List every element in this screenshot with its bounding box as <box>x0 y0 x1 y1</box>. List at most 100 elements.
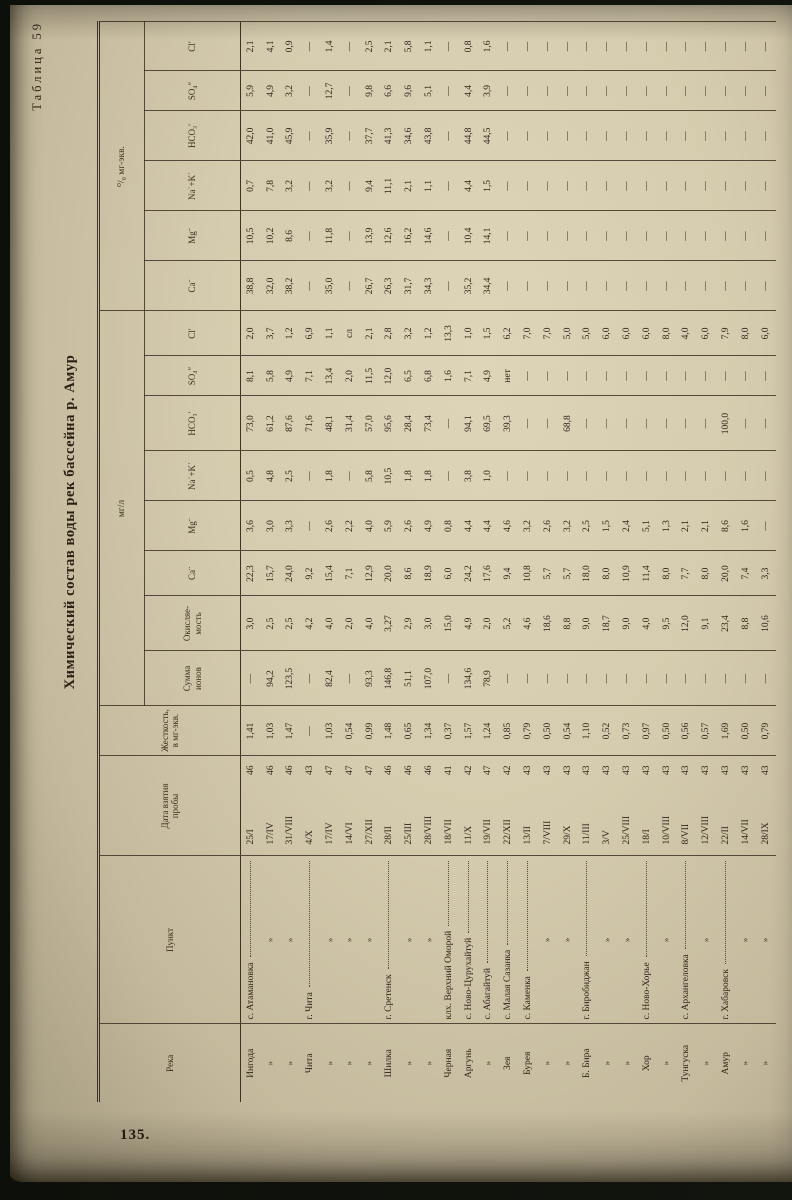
cell-pct-5: — <box>498 21 519 71</box>
cell-mgl-3: 95,6 <box>379 396 400 451</box>
cell-oxidizability: 3,27 <box>379 596 400 651</box>
cell-river: » <box>617 1024 637 1102</box>
cell-mgl-5: 4,0 <box>676 310 697 356</box>
cell-pct-1: 14,6 <box>419 210 439 261</box>
cell-mgl-1: 4,4 <box>478 501 499 551</box>
cell-pct-2: — <box>755 160 776 211</box>
cell-pct-3: 35,9 <box>320 110 340 161</box>
cell-pct-5: 5,8 <box>399 21 420 71</box>
cell-pct-4: — <box>577 70 598 111</box>
cell-pct-1: — <box>716 210 736 261</box>
table-row: »» 17/IV 47 1,03 82,4 4,0 15,4 2,6 1,8 48,1 13,4 1,… <box>320 21 340 1102</box>
cell-pct-2: — <box>617 160 637 211</box>
cell-pct-4: 4,9 <box>260 70 281 111</box>
cell-pct-3: 34,6 <box>399 110 420 161</box>
cell-sum-ions: 134,6 <box>458 651 479 706</box>
cell-hardness: 0,50 <box>656 706 677 756</box>
cell-oxidizability: 9,0 <box>617 596 637 651</box>
cell-point: » <box>280 856 301 1024</box>
cell-point: » <box>359 856 380 1024</box>
cell-sum-ions: — <box>656 651 677 706</box>
cell-mgl-1: 4,9 <box>419 501 439 551</box>
cell-pct-1: — <box>755 210 776 261</box>
cell-mgl-1: 3,6 <box>240 501 261 551</box>
cell-oxidizability: 4,2 <box>300 596 321 651</box>
cell-pct-4: — <box>597 70 618 111</box>
cell-mgl-2: — <box>656 451 677 501</box>
cell-sum-ions: 93,3 <box>359 651 380 706</box>
cell-pct-5: — <box>636 21 657 71</box>
cell-mgl-5: 6,0 <box>696 310 717 356</box>
cell-pct-0: — <box>557 260 578 311</box>
cell-oxidizability: 9,0 <box>577 596 598 651</box>
cell-pct-0: 38,2 <box>280 260 301 311</box>
cell-river: » <box>419 1024 439 1102</box>
cell-mgl-5: 1,5 <box>478 310 499 356</box>
cell-pct-3: — <box>636 110 657 161</box>
cell-point: » <box>755 856 776 1024</box>
cell-sum-ions: 78,9 <box>478 651 499 706</box>
table-title: Химический состав воды рек бассейна р. А… <box>62 354 78 690</box>
cell-pct-4: — <box>438 70 459 111</box>
cell-date: 19/VII 47 <box>478 756 499 856</box>
cell-oxidizability: 4,6 <box>518 596 538 651</box>
col-header-river: Река <box>98 1024 241 1102</box>
cell-date: 25/VIII 43 <box>617 756 637 856</box>
cell-point: » <box>557 856 578 1024</box>
cell-mgl-2: 1,8 <box>399 451 420 501</box>
cell-mgl-1: 8,6 <box>716 501 736 551</box>
cell-hardness: 0,79 <box>518 706 538 756</box>
cell-mgl-1: 2,6 <box>537 501 558 551</box>
cell-mgl-5: 6,0 <box>636 310 657 356</box>
cell-mgl-3: 48,1 <box>320 396 340 451</box>
cell-pct-3: 43,8 <box>419 110 439 161</box>
cell-pct-2: — <box>498 160 519 211</box>
cell-mgl-1: — <box>755 501 776 551</box>
table-row: Хор с. Ново-Хорье 18/I 43 0,97—4,0 11,4 5,1— — —… <box>636 21 657 1102</box>
cell-pct-2: — <box>735 160 756 211</box>
cell-sum-ions: — <box>716 651 736 706</box>
cell-pct-0: 26,7 <box>359 260 380 311</box>
cell-date: 28/II 46 <box>379 756 400 856</box>
cell-mgl-4: — <box>518 356 538 396</box>
cell-oxidizability: 8,8 <box>735 596 756 651</box>
cell-date: 18/VII 41 <box>438 756 459 856</box>
cell-river: Шилка <box>379 1024 400 1102</box>
cell-pct-0: 31,7 <box>399 260 420 311</box>
cell-mgl-3: — <box>676 396 697 451</box>
cell-pct-5: 2,1 <box>240 21 261 71</box>
cell-pct-4: — <box>617 70 637 111</box>
cell-pct-0: — <box>696 260 717 311</box>
cell-hardness: 0,50 <box>537 706 558 756</box>
cell-date: 29/X 43 <box>557 756 578 856</box>
cell-mgl-3: 69,5 <box>478 396 499 451</box>
cell-pct-0: — <box>716 260 736 311</box>
cell-date: 31/VIII 46 <box>280 756 301 856</box>
cell-sum-ions: — <box>300 651 321 706</box>
cell-date: 10/VIII 43 <box>656 756 677 856</box>
cell-mgl-1: 3,2 <box>557 501 578 551</box>
cell-sum-ions: — <box>617 651 637 706</box>
cell-river: » <box>339 1024 360 1102</box>
cell-mgl-2: — <box>716 451 736 501</box>
col-header-oxidizability: Окисляе­мость <box>144 596 241 651</box>
cell-river: » <box>755 1024 776 1102</box>
cell-mgl-2: 4,8 <box>260 451 281 501</box>
group-header-row: Река Пункт Дата взятия пробы Жесткость, … <box>98 21 241 1102</box>
cell-mgl-2: — <box>755 451 776 501</box>
cell-mgl-4: 4,9 <box>280 356 301 396</box>
cell-date: 13/II 43 <box>518 756 538 856</box>
cell-pct-0: 35,2 <box>458 260 479 311</box>
cell-pct-2: — <box>597 160 618 211</box>
cell-pct-0: — <box>656 260 677 311</box>
cell-pct-4: — <box>676 70 697 111</box>
cell-river: Зея <box>498 1024 519 1102</box>
cell-mgl-4: — <box>537 356 558 396</box>
cell-river: Б. Бира <box>577 1024 598 1102</box>
cell-point: с. Малая Сазанка <box>498 856 519 1024</box>
cell-point: » <box>419 856 439 1024</box>
cell-pct-0: 34,3 <box>419 260 439 311</box>
cell-mgl-5: 3,2 <box>399 310 420 356</box>
cell-pct-3: — <box>656 110 677 161</box>
table-row: »» 31/VIII 46 1,47 123,5 2,5 24,0 3,3 2,5 87,6 4,9… <box>280 21 301 1102</box>
